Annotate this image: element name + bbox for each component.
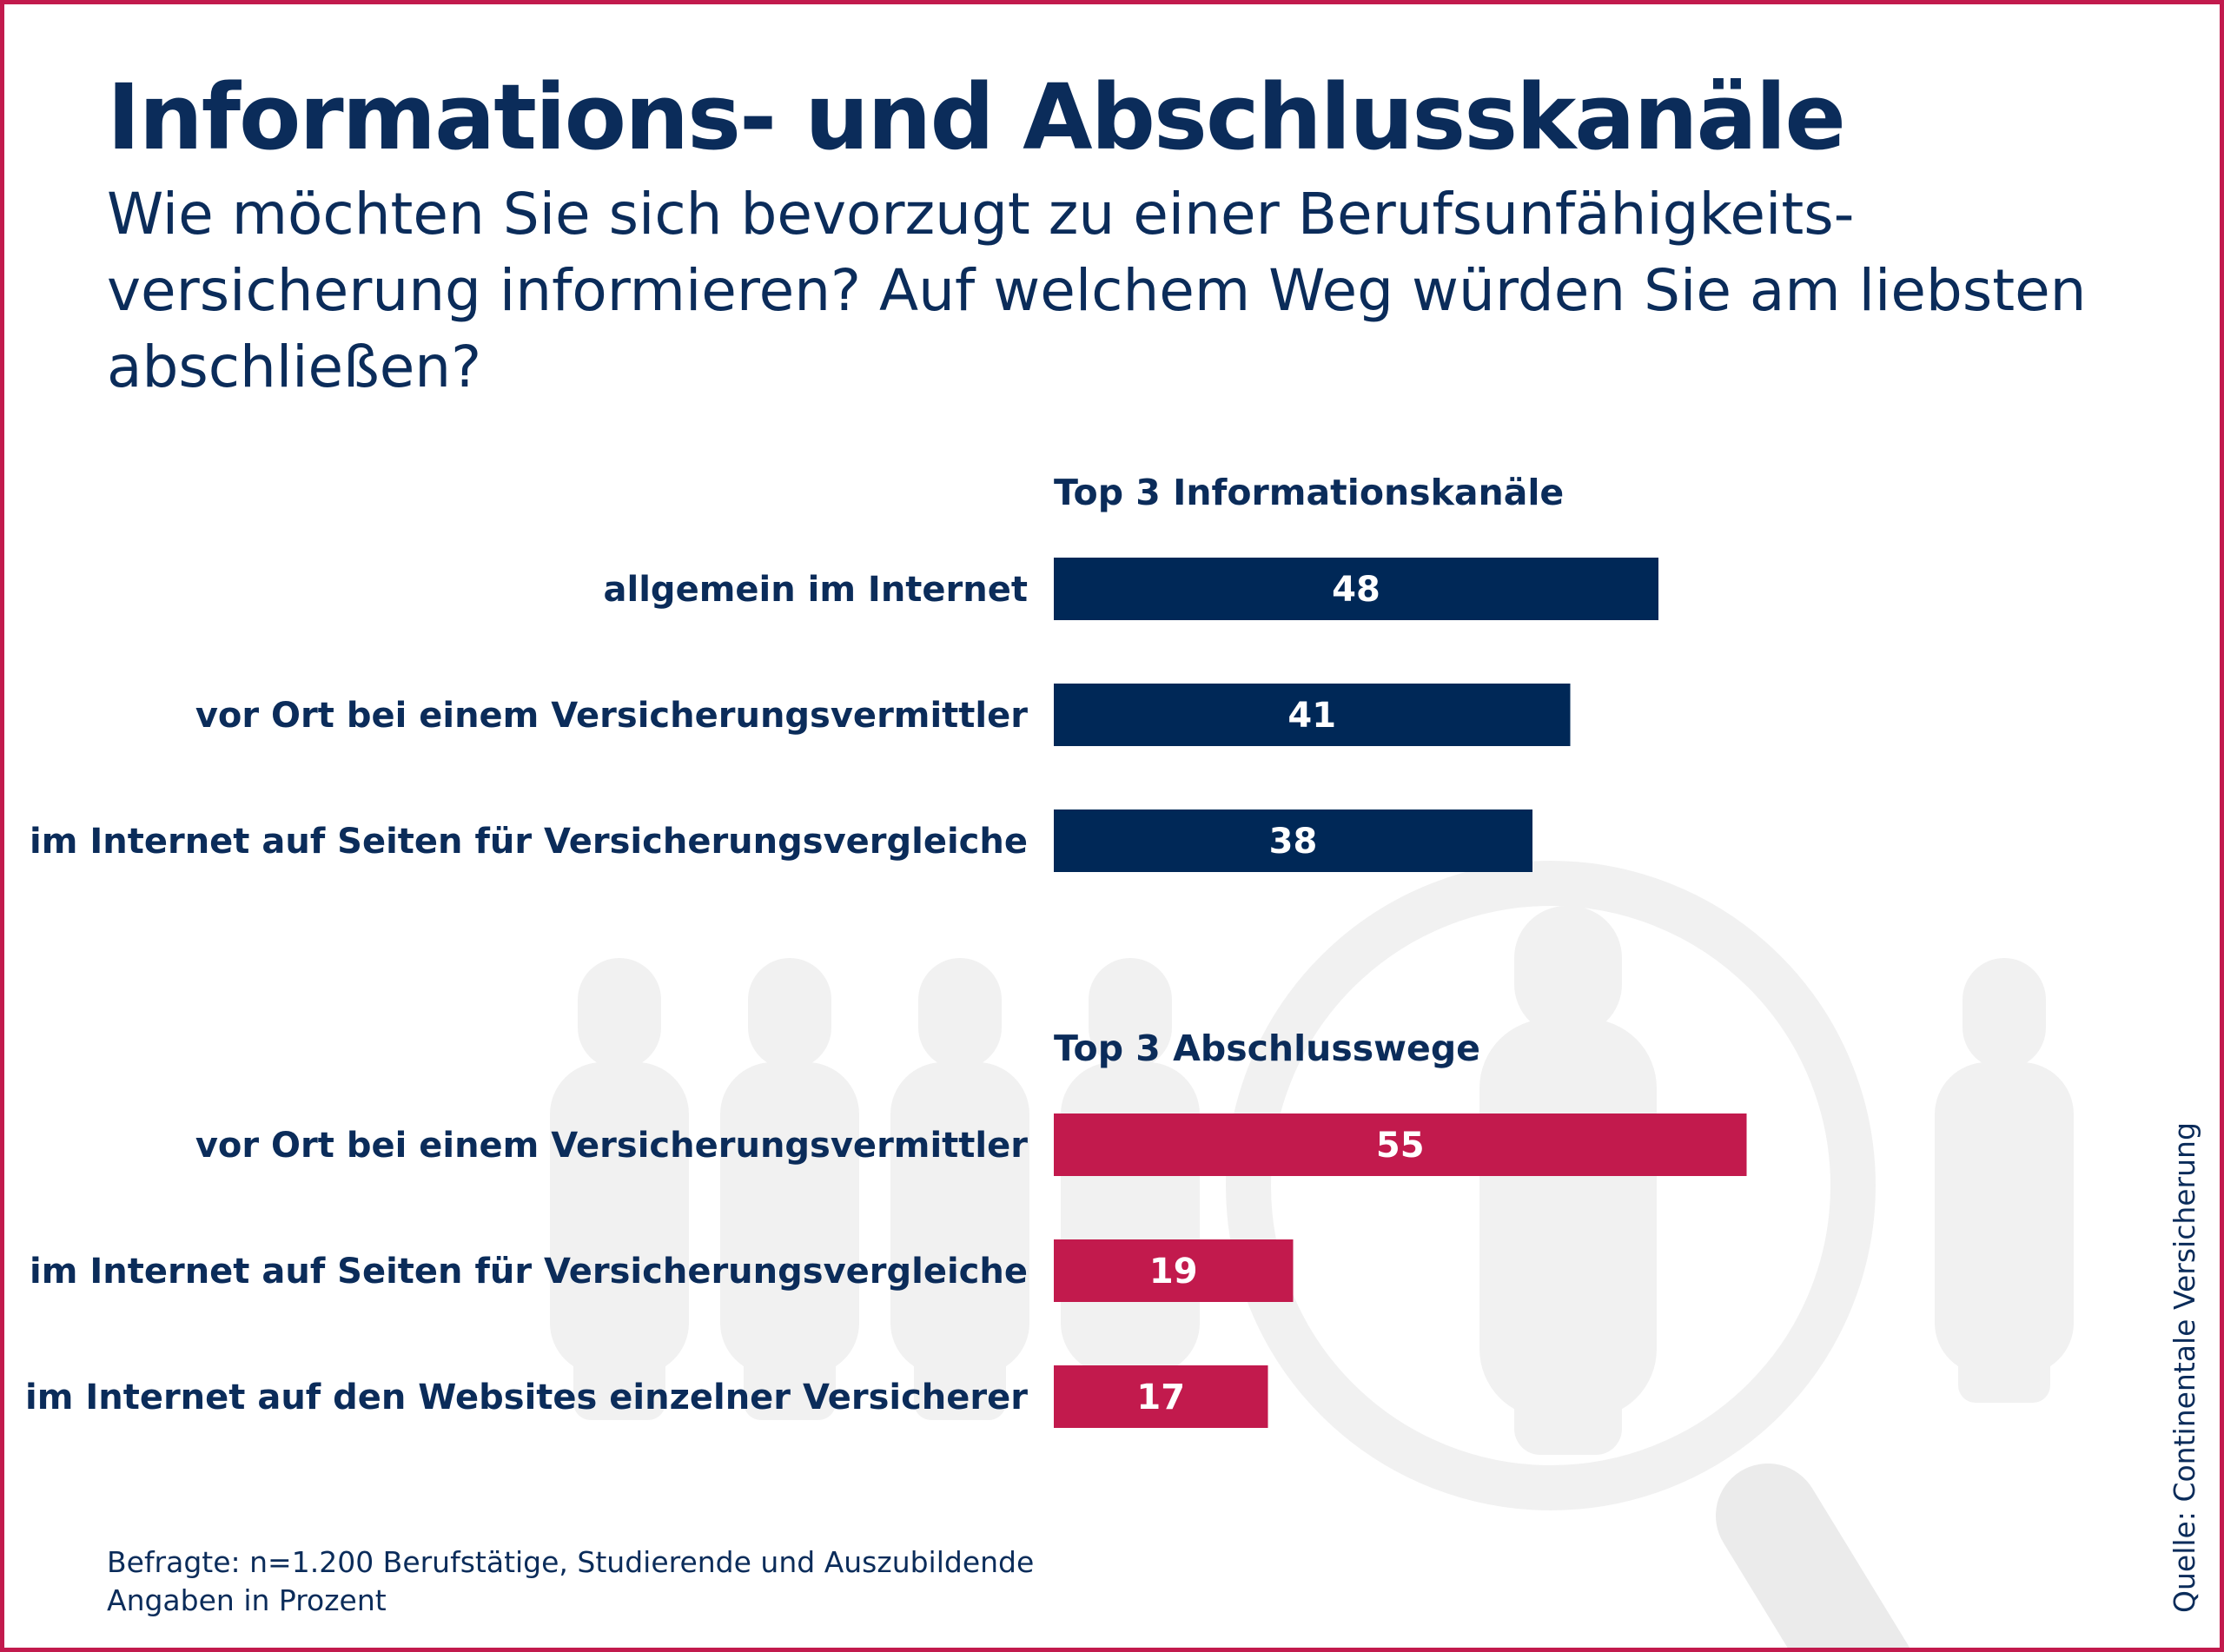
page-title: Informations- und Abschlusskanäle — [107, 64, 1846, 170]
bar — [1054, 1239, 1294, 1302]
chart-group-1: Top 3 Informationskanäle allgemein im Int… — [30, 472, 1658, 872]
bar-value-label: 19 — [1149, 1252, 1198, 1292]
bar-value-label: 48 — [1332, 570, 1380, 610]
chart-group-2: Top 3 Abschlusswege vor Ort bei einem Ver… — [25, 1028, 1747, 1428]
page-subtitle: Wie möchten Sie sich bevorzugt zu einer … — [107, 181, 2087, 400]
category-label: vor Ort bei einem Versicherungsvermittle… — [195, 696, 1028, 736]
footnote: Befragte: n=1.200 Berufstätige, Studiere… — [107, 1543, 1034, 1620]
category-label: vor Ort bei einem Versicherungsvermittle… — [195, 1126, 1028, 1166]
category-label: im Internet auf Seiten für Versicherungs… — [30, 822, 1028, 862]
bar-value-label: 41 — [1287, 696, 1336, 736]
bar-chart: Top 3 Informationskanäle allgemein im Int… — [25, 472, 1747, 1428]
chart-group-title: Top 3 Informationskanäle — [1054, 472, 1564, 513]
bar — [1054, 558, 1658, 620]
bar — [1054, 684, 1571, 746]
bar — [1054, 1365, 1268, 1428]
bar-value-label: 55 — [1376, 1126, 1425, 1166]
source-note: Quelle: Continentale Versicherung — [2168, 1122, 2201, 1613]
bar — [1054, 809, 1532, 872]
footnote-unit: Angaben in Prozent — [107, 1583, 387, 1617]
category-label: allgemein im Internet — [604, 570, 1028, 610]
bar — [1054, 1113, 1747, 1176]
category-label: im Internet auf den Websites einzelner V… — [25, 1378, 1028, 1417]
magnifier-icon — [1226, 861, 1910, 1648]
category-label: im Internet auf Seiten für Versicherungs… — [30, 1252, 1028, 1292]
bar-value-label: 38 — [1269, 822, 1318, 862]
chart-group-title: Top 3 Abschlusswege — [1054, 1028, 1480, 1069]
bar-value-label: 17 — [1136, 1378, 1185, 1417]
footnote-respondents: Befragte: n=1.200 Berufstätige, Studiere… — [107, 1545, 1035, 1579]
